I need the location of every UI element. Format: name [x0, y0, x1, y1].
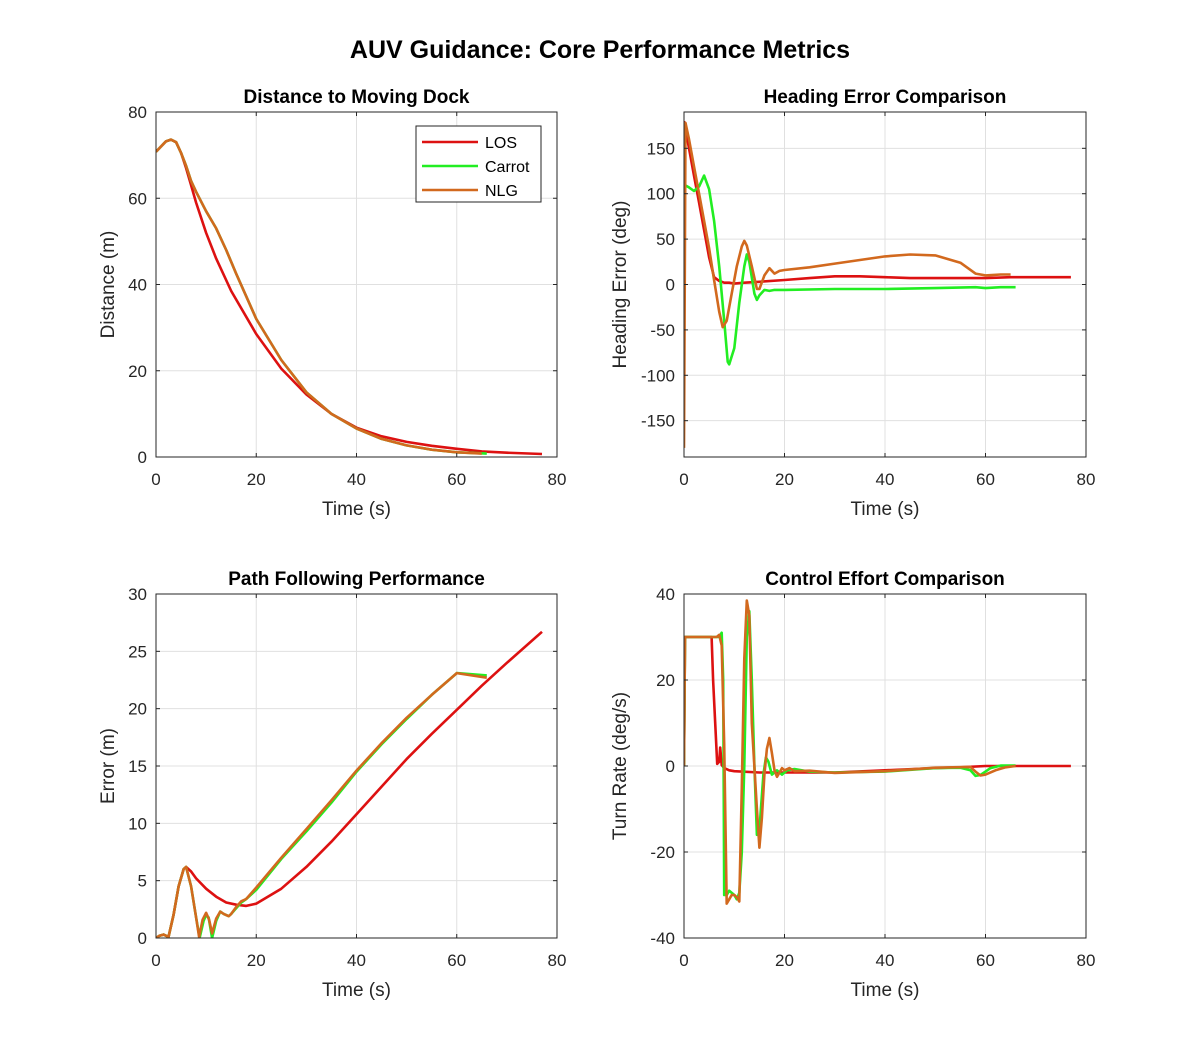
figure-title: AUV Guidance: Core Performance Metrics [349, 36, 851, 64]
chart-panel-3: 0 20 40 60 80 0 5 10 15 20 25 30 Path Following Perf… [98, 569, 566, 1001]
x-axis-label: Time (s) [851, 980, 920, 1001]
x-tick-label: 20 [247, 951, 266, 970]
y-tick-label: 0 [138, 448, 147, 467]
x-tick-label: 40 [347, 470, 366, 489]
legend: LOS Carrot NLG [415, 125, 542, 203]
x-axis-label: Time (s) [322, 980, 391, 1001]
x-tick-label: 20 [775, 951, 794, 970]
y-tick-label: -20 [650, 843, 675, 862]
y-tick-label: 50 [656, 230, 675, 249]
y-tick-label: -50 [650, 321, 675, 340]
x-tick-label: 80 [548, 951, 567, 970]
y-tick-label: 20 [656, 671, 675, 690]
chart-title: Control Effort Comparison [765, 569, 1005, 590]
series-line-nlg [156, 671, 487, 938]
y-tick-label: -100 [641, 366, 675, 385]
chart-title: Heading Error Comparison [764, 87, 1007, 108]
y-tick-label: 25 [128, 642, 147, 661]
y-tick-label: 20 [128, 700, 147, 719]
y-tick-label: 0 [666, 276, 675, 295]
legend-label-nlg: NLG [485, 183, 518, 200]
x-tick-label: 80 [1077, 951, 1096, 970]
series-line-nlg [684, 121, 1011, 448]
y-tick-label: 0 [666, 757, 675, 776]
chart-panel-1: 0 20 40 60 80 0 20 40 60 80 Distance to Moving Doc… [98, 87, 566, 520]
y-axis-label: Heading Error (deg) [610, 201, 631, 369]
series-line-carrot [684, 174, 1016, 366]
chart-title: Path Following Performance [228, 569, 485, 590]
y-tick-label: 150 [647, 139, 675, 158]
x-tick-label: 60 [447, 470, 466, 489]
legend-label-los: LOS [485, 135, 517, 152]
y-tick-label: -150 [641, 412, 675, 431]
y-tick-label: 100 [647, 185, 675, 204]
x-tick-label: 80 [548, 470, 567, 489]
chart-title: Distance to Moving Dock [244, 87, 470, 108]
y-tick-label: 60 [128, 189, 147, 208]
y-tick-label: 40 [128, 276, 147, 295]
y-axis-label: Turn Rate (deg/s) [610, 692, 631, 840]
y-axis-label: Distance (m) [98, 231, 119, 339]
series-line-los [684, 120, 1071, 285]
x-tick-label: 40 [347, 951, 366, 970]
x-tick-label: 0 [151, 470, 160, 489]
x-axis-label: Time (s) [322, 499, 391, 520]
x-axis-label: Time (s) [851, 499, 920, 520]
x-tick-label: 20 [247, 470, 266, 489]
chart-panel-4: 0 20 40 60 80 -40 -20 0 20 40 Control Effort Compa… [610, 569, 1095, 1001]
y-tick-label: 0 [138, 929, 147, 948]
y-tick-label: 5 [138, 872, 147, 891]
x-tick-label: 60 [447, 951, 466, 970]
y-tick-label: -40 [650, 929, 675, 948]
y-axis-label: Error (m) [98, 728, 119, 804]
y-tick-label: 10 [128, 814, 147, 833]
legend-label-carrot: Carrot [485, 159, 530, 176]
x-tick-label: 0 [679, 951, 688, 970]
x-tick-label: 60 [976, 951, 995, 970]
x-tick-label: 80 [1077, 470, 1096, 489]
x-tick-label: 0 [151, 951, 160, 970]
x-tick-label: 20 [775, 470, 794, 489]
chart-panel-2: 0 20 40 60 80 -150 -100 -50 0 50 100 150 Heading Err… [610, 87, 1095, 520]
x-tick-label: 60 [976, 470, 995, 489]
series-line-nlg [156, 138, 482, 455]
y-tick-label: 80 [128, 103, 147, 122]
x-tick-label: 40 [876, 470, 895, 489]
y-tick-label: 15 [128, 757, 147, 776]
y-tick-label: 30 [128, 585, 147, 604]
y-tick-label: 20 [128, 362, 147, 381]
x-tick-label: 0 [679, 470, 688, 489]
y-tick-label: 40 [656, 585, 675, 604]
series-line-nlg [684, 599, 1016, 905]
x-tick-label: 40 [876, 951, 895, 970]
